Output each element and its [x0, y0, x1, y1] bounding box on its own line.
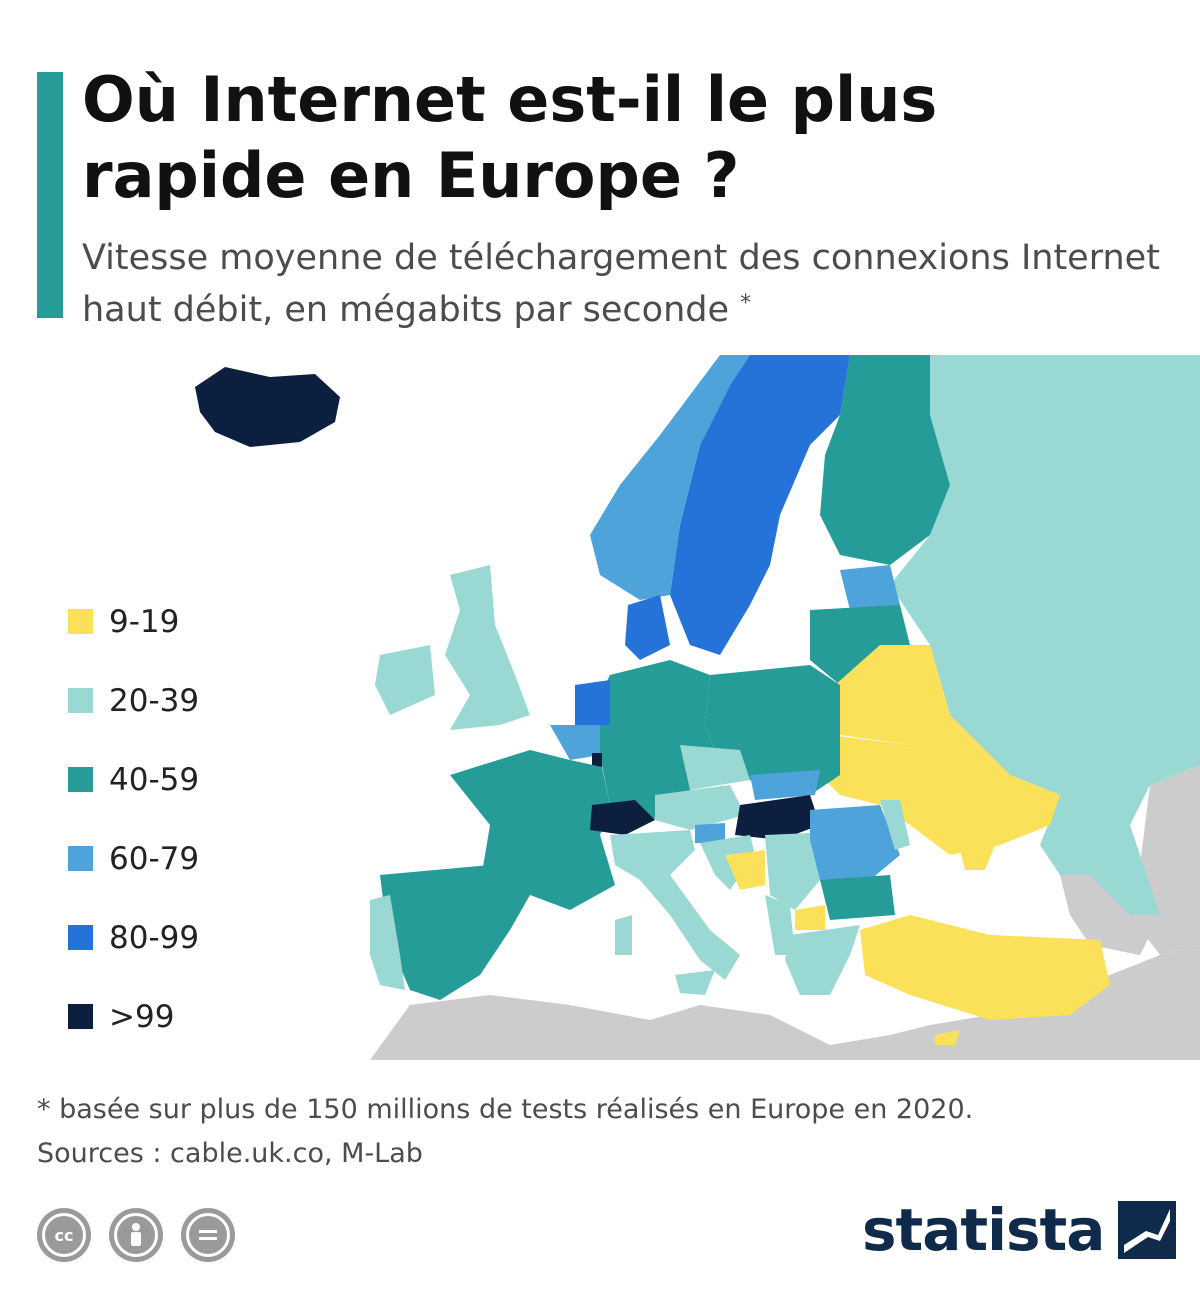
map-region-ireland: [375, 645, 435, 715]
map-region-belarus: [835, 645, 950, 745]
map-region-estonia: [840, 565, 900, 610]
legend-label: 40-59: [109, 761, 200, 798]
map-region-hungary: [735, 795, 820, 840]
map-region-ukraine: [820, 715, 1060, 855]
map-region-no-data-south: [370, 945, 1200, 1060]
map-region-switzerland: [590, 800, 655, 835]
map-region-romania: [810, 805, 900, 880]
person-glyph: [131, 1223, 141, 1246]
map-region-slovakia: [750, 770, 820, 800]
map-region-north-macedonia: [795, 905, 825, 930]
map-region-sicily: [675, 970, 715, 995]
map-region-portugal: [370, 895, 405, 990]
legend-item: 9-19: [68, 582, 199, 661]
map-region-iceland-shape: [195, 367, 340, 447]
attribution-icon[interactable]: [109, 1208, 163, 1262]
legend-item: >99: [68, 977, 199, 1056]
map-region-spain: [380, 865, 530, 1000]
map-region-crimea: [960, 845, 995, 870]
map-region-bosnia: [725, 850, 765, 890]
map-region-sardinia: [615, 915, 632, 955]
equals-glyph: [199, 1230, 217, 1240]
map-region-sweden: [670, 355, 850, 655]
map-region-croatia: [700, 835, 755, 890]
legend-item: 80-99: [68, 898, 199, 977]
legend-item: 40-59: [68, 740, 199, 819]
legend-label: 9-19: [109, 603, 180, 640]
map-region-cyprus: [935, 1030, 960, 1045]
map-region-albania: [765, 895, 795, 955]
footnote-note: * basée sur plus de 150 millions de test…: [37, 1094, 974, 1125]
cc-icon[interactable]: cc: [37, 1208, 91, 1262]
map-region-belgium: [550, 725, 600, 760]
iceland-map: [195, 367, 340, 447]
map-region-turkey: [860, 915, 1110, 1020]
legend-label: 20-39: [109, 682, 200, 719]
map-region-norway: [590, 355, 750, 600]
legend-swatch-over-99: [68, 1004, 93, 1029]
map-region-netherlands: [575, 680, 610, 725]
statista-logo-icon: [1118, 1201, 1177, 1259]
map-region-austria: [655, 785, 745, 830]
footnote: * basée sur plus de 150 millions de test…: [37, 1088, 1157, 1176]
legend-label: >99: [109, 998, 175, 1035]
legend-swatch-60-79: [68, 846, 93, 871]
map-region-serbia: [765, 833, 820, 910]
accent-bar: [37, 72, 63, 318]
legend-label: 80-99: [109, 919, 200, 956]
map-region-italy: [610, 830, 740, 980]
europe-map: [370, 355, 1200, 1060]
map-region-greece: [785, 925, 860, 995]
map-region-denmark: [625, 595, 670, 660]
legend-label: 60-79: [109, 840, 200, 877]
legend-swatch-80-99: [68, 925, 93, 950]
map-region-luxembourg: [592, 753, 602, 767]
brand-name: statista: [862, 1196, 1105, 1264]
legend-swatch-40-59: [68, 767, 93, 792]
footnote-sources: Sources : cable.uk.co, M-Lab: [37, 1138, 423, 1169]
no-derivatives-icon[interactable]: [181, 1208, 235, 1262]
map-region-uk: [445, 565, 530, 730]
legend-swatch-20-39: [68, 688, 93, 713]
map-region-bulgaria: [820, 875, 895, 920]
map-region-finland: [820, 355, 950, 565]
map-region-slovenia: [695, 823, 725, 843]
map-region-russia: [890, 355, 1200, 915]
legend: 9-19 20-39 40-59 60-79 80-99 >99: [68, 582, 199, 1056]
legend-swatch-9-19: [68, 609, 93, 634]
map-region-czechia: [680, 745, 750, 790]
page-subtitle: Vitesse moyenne de téléchargement des co…: [82, 232, 1182, 336]
subtitle-marker: *: [740, 291, 752, 316]
page-title: Où Internet est-il le plus rapide en Eur…: [82, 63, 938, 212]
map-region-moldova: [880, 800, 910, 850]
subtitle-text: Vitesse moyenne de téléchargement des co…: [82, 238, 1160, 330]
legend-item: 60-79: [68, 819, 199, 898]
statista-brand[interactable]: statista: [862, 1196, 1177, 1264]
legend-item: 20-39: [68, 661, 199, 740]
license-icons: cc: [37, 1208, 253, 1262]
